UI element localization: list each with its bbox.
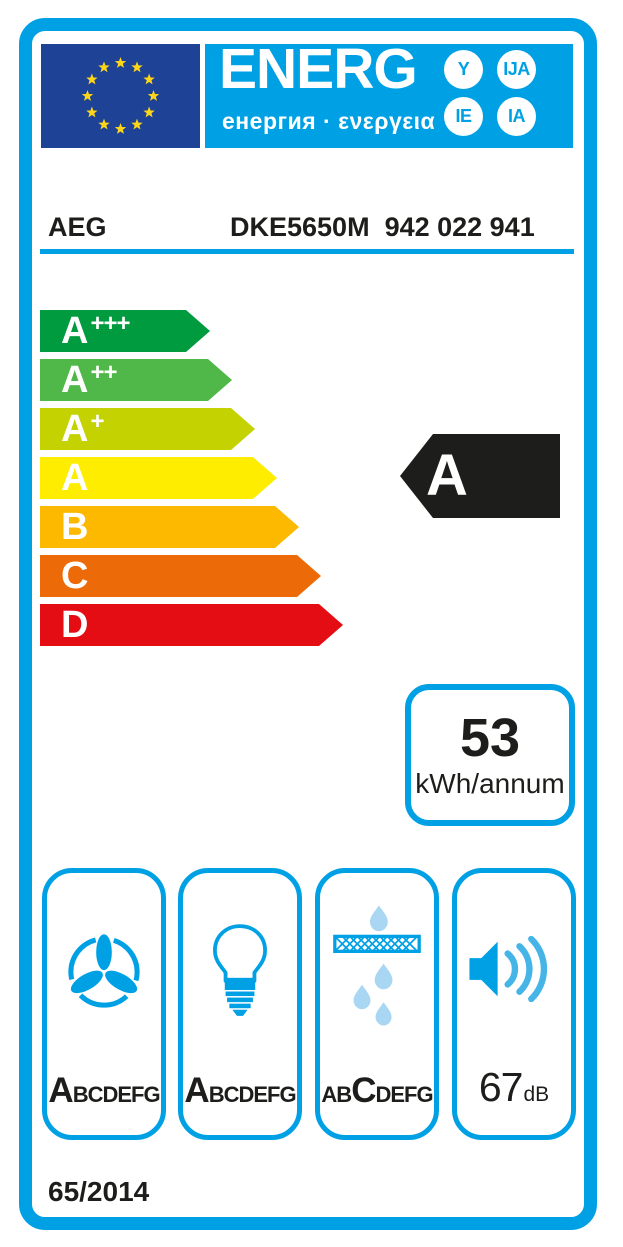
energ-logo-subtext: енергия · ενεργεια (222, 108, 436, 134)
class-suffix: BCDEFG (208, 1082, 297, 1107)
noise-value: 67 (478, 1064, 524, 1110)
grease-filter-card: AB C DEFG (315, 868, 439, 1140)
consumption-unit: kWh/annum (415, 767, 565, 799)
scale-grade: A (61, 359, 89, 401)
class-suffix: DEFG (375, 1082, 433, 1107)
language-badge-ie: IE (444, 97, 483, 136)
scale-arrow-d: D (40, 604, 343, 646)
scale-arrow-a: A (40, 457, 277, 499)
class-prefix: AB (321, 1082, 352, 1107)
scale-grade: A (61, 310, 89, 352)
light-bulb-icon (183, 873, 297, 1071)
header-divider (40, 249, 574, 254)
noise-card: 67 dB (452, 868, 576, 1140)
annual-consumption-box: 53 kWh/annum (405, 684, 575, 826)
fan-icon (47, 873, 161, 1071)
grease-filter-icon (320, 873, 434, 1071)
language-badge-ia: IA (497, 97, 536, 136)
noise-level: 67 dB (479, 1064, 549, 1111)
scale-suffix: + (90, 408, 104, 435)
energ-logo-text: ENERG (219, 37, 418, 101)
regulation-number: 65/2014 (48, 1176, 150, 1207)
label-border (19, 18, 597, 1230)
lighting-efficiency-class: A BCDEFG (184, 1071, 297, 1111)
class-highlight: C (351, 1071, 376, 1110)
scale-grade: C (61, 555, 89, 597)
scale-grade: A (61, 457, 89, 499)
grease-filter-class: AB C DEFG (321, 1071, 433, 1111)
consumption-value: 53 (459, 708, 521, 769)
class-highlight: A (48, 1071, 73, 1110)
scale-suffix: ++ (90, 359, 117, 386)
fan-efficiency-class: A BCDEFG (48, 1071, 161, 1111)
brand-name: AEG (48, 212, 107, 242)
scale-arrow-a-plus-plus: A ++ (40, 359, 232, 401)
noise-unit: dB (523, 1083, 550, 1106)
class-highlight: A (184, 1071, 209, 1110)
language-badge-y: Y (444, 50, 483, 89)
scale-arrow-b: B (40, 506, 299, 548)
scale-arrow-a-plus: A + (40, 408, 255, 450)
energ-logo-band: ENERG енергия · ενεργεια Y IJA IE IA (205, 38, 573, 148)
eu-stars-icon (81, 57, 160, 134)
fan-efficiency-card: A BCDEFG (42, 868, 166, 1140)
language-badge-ija: IJA (497, 50, 536, 89)
scale-grade: A (61, 408, 89, 450)
speaker-icon (457, 873, 571, 1064)
scale-arrow-c: C (40, 555, 321, 597)
lighting-efficiency-card: A BCDEFG (178, 868, 302, 1140)
eu-flag (41, 44, 200, 148)
class-suffix: BCDEFG (72, 1082, 161, 1107)
selected-class-arrow: A (400, 434, 560, 518)
selected-class-grade: A (426, 443, 468, 508)
model-number: DKE5650M 942 022 941 (230, 212, 535, 242)
scale-grade: D (61, 604, 89, 646)
scale-suffix: +++ (90, 310, 130, 337)
scale-grade: B (61, 506, 89, 548)
scale-arrow-a-plus-plus-plus: A +++ (40, 310, 210, 352)
rating-scale: A +++ A ++ A + A B C D (40, 310, 343, 653)
